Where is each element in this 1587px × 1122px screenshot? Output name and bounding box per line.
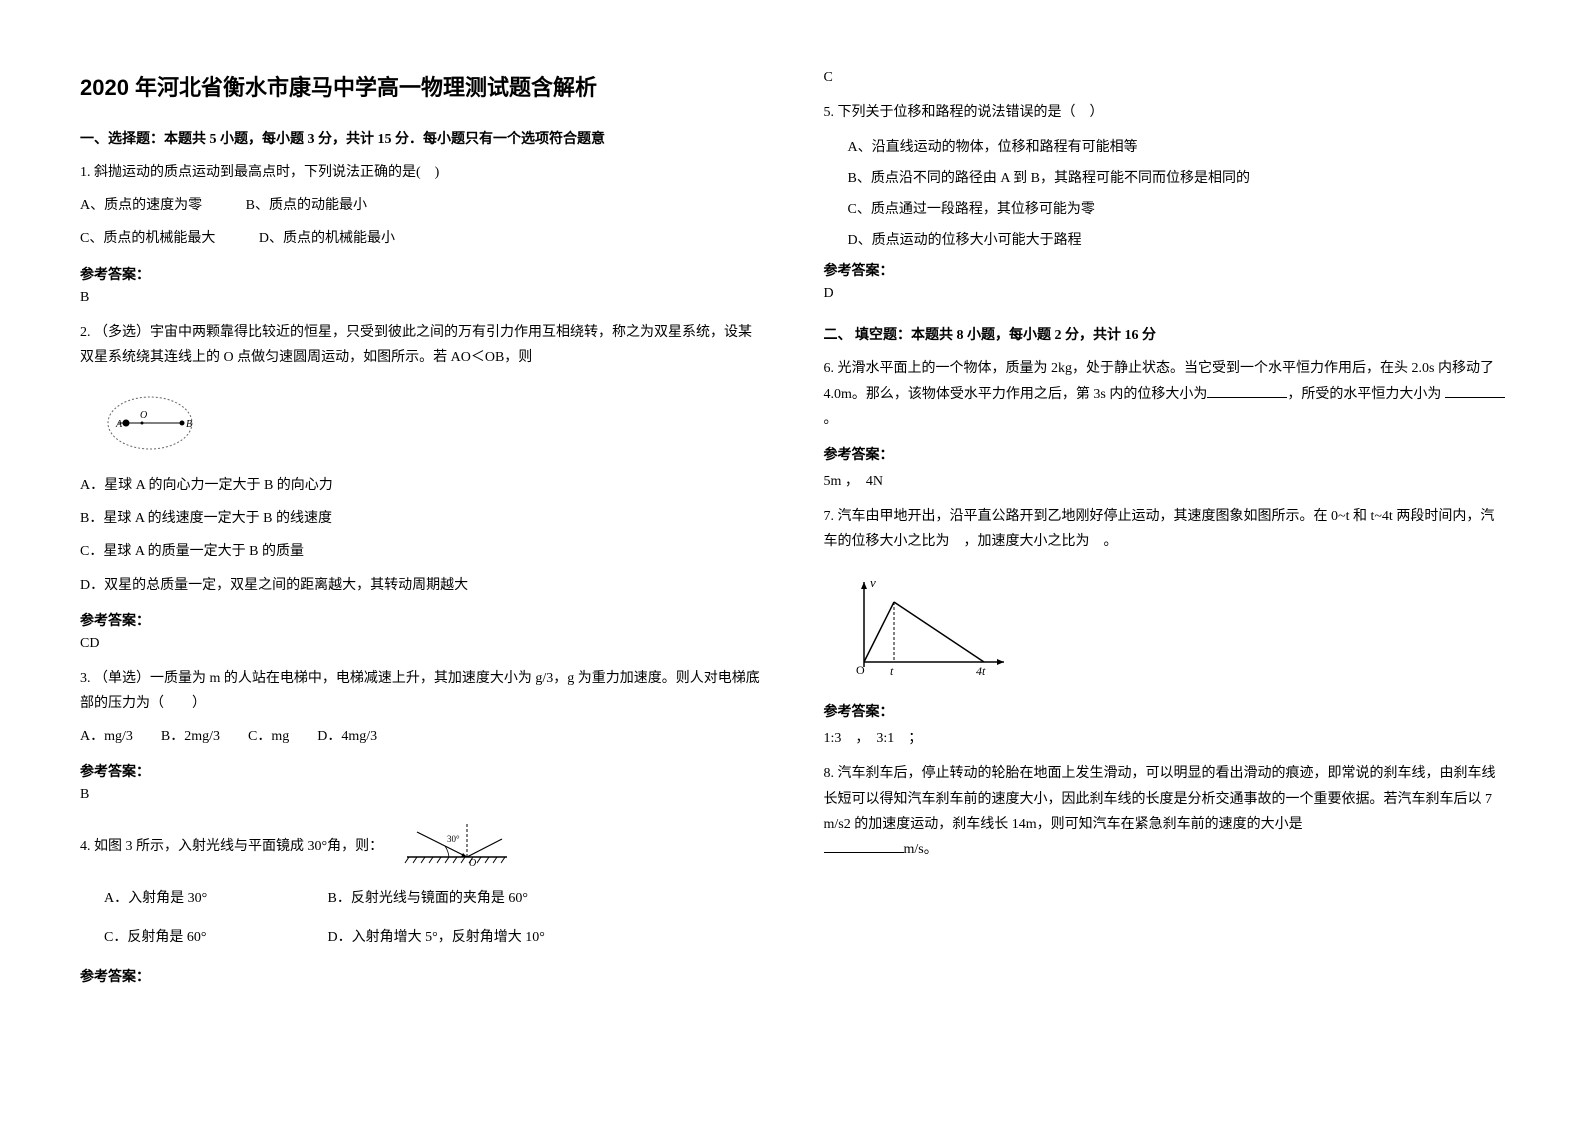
q2-optB: B．星球 A 的线速度一定大于 B 的线速度: [80, 506, 764, 531]
q5-optC: C、质点通过一段路程，其位移可能为零: [848, 195, 1508, 226]
q3-answer-label: 参考答案：: [80, 761, 764, 781]
q4-optD: D．入射角增大 5°，反射角增大 10°: [328, 923, 545, 954]
q6-text: 6. 光滑水平面上的一个物体，质量为 2kg，处于静止状态。当它受到一个水平恒力…: [824, 356, 1508, 432]
q5-optB: B、质点沿不同的路径由 A 到 B，其路程可能不同而位移是相同的: [848, 164, 1508, 195]
q1-optD: D、质点的机械能最小: [259, 226, 395, 251]
q5-answer-label: 参考答案：: [824, 260, 1508, 280]
vt-O: O: [856, 663, 865, 677]
q7-answer: 1:3 ， 3:1 ；: [824, 727, 1508, 747]
q2-optA: A．星球 A 的向心力一定大于 B 的向心力: [80, 473, 764, 498]
q5-optA: A、沿直线运动的物体，位移和路程有可能相等: [848, 133, 1508, 164]
diagram-label-B: B: [186, 419, 192, 430]
section1-header: 一、选择题：本题共 5 小题，每小题 3 分，共计 15 分．每小题只有一个选项…: [80, 128, 764, 148]
q2-optD: D．双星的总质量一定，双星之间的距离越大，其转动周期越大: [80, 573, 764, 598]
q5-text: 5. 下列关于位移和路程的说法错误的是（ ）: [824, 100, 1508, 125]
q8-text2: m/s。: [904, 842, 938, 857]
q2-answer: CD: [80, 636, 764, 652]
q4-optB: B．反射光线与镜面的夹角是 60°: [328, 884, 528, 915]
q4-text-span: 4. 如图 3 所示，入射光线与平面镜成 30°角，则：: [80, 839, 383, 854]
q6-blank2: [1445, 384, 1505, 398]
q7-answer-label: 参考答案：: [824, 701, 1508, 721]
q5-answer: D: [824, 286, 1508, 302]
q1-row2: C、质点的机械能最大 D、质点的机械能最小: [80, 226, 764, 251]
q6-blank1: [1207, 384, 1287, 398]
q4-row2: C．反射角是 60° D．入射角增大 5°，反射角增大 10°: [80, 923, 764, 954]
vt-4t: 4t: [976, 664, 986, 678]
vt-t: t: [890, 664, 894, 678]
q4-answer-label: 参考答案：: [80, 966, 764, 986]
q1-answer: B: [80, 290, 764, 306]
velocity-diagram: v O t 4t: [844, 572, 1508, 687]
section2-header: 二、 填空题：本题共 8 小题，每小题 2 分，共计 16 分: [824, 324, 1508, 344]
q3-text: 3. （单选）一质量为 m 的人站在电梯中，电梯减速上升，其加速度大小为 g/3…: [80, 666, 764, 716]
q6-text2: ，所受的水平恒力大小为: [1287, 387, 1445, 402]
mirror-O-label: O: [469, 858, 476, 867]
q4-optA: A．入射角是 30°: [104, 884, 284, 915]
q5-optD: D、质点运动的位移大小可能大于路程: [848, 226, 1508, 257]
q1-answer-label: 参考答案：: [80, 264, 764, 284]
q6-text3: 。: [824, 412, 838, 427]
q1-optB: B、质点的动能最小: [246, 193, 367, 218]
q1-optA: A、质点的速度为零: [80, 193, 202, 218]
q2-text: 2. （多选）宇宙中两颗靠得比较近的恒星，只受到彼此之间的万有引力作用互相绕转，…: [80, 320, 764, 370]
q4-optC: C．反射角是 60°: [104, 923, 284, 954]
q6-answer-label: 参考答案：: [824, 444, 1508, 464]
q2-answer-label: 参考答案：: [80, 610, 764, 630]
vt-ylabel: v: [870, 575, 876, 590]
q1-optC: C、质点的机械能最大: [80, 226, 215, 251]
binary-star-diagram: A O B: [100, 388, 764, 463]
mirror-diagram: 30° O: [397, 817, 517, 876]
q8-blank: [824, 839, 904, 853]
left-column: 2020 年河北省衡水市康马中学高一物理测试题含解析 一、选择题：本题共 5 小…: [80, 70, 764, 1052]
q7-text: 7. 汽车由甲地开出，沿平直公路开到乙地刚好停止运动，其速度图象如图所示。在 0…: [824, 504, 1508, 554]
right-column: C 5. 下列关于位移和路程的说法错误的是（ ） A、沿直线运动的物体，位移和路…: [824, 70, 1508, 1052]
q5-options: A、沿直线运动的物体，位移和路程有可能相等 B、质点沿不同的路径由 A 到 B，…: [824, 133, 1508, 256]
q4-text: 4. 如图 3 所示，入射光线与平面镜成 30°角，则：: [80, 817, 764, 876]
q8-text1: 8. 汽车刹车后，停止转动的轮胎在地面上发生滑动，可以明显的看出滑动的痕迹，即常…: [824, 766, 1496, 831]
mirror-angle-label: 30°: [447, 834, 460, 844]
q3-answer: B: [80, 787, 764, 803]
q2-optC: C．星球 A 的质量一定大于 B 的质量: [80, 539, 764, 564]
diagram-label-A: A: [115, 419, 123, 430]
q4-row1: A．入射角是 30° B．反射光线与镜面的夹角是 60°: [80, 884, 764, 915]
q3-opts: A．mg/3 B．2mg/3 C．mg D．4mg/3: [80, 724, 764, 749]
diagram-label-O: O: [140, 410, 147, 421]
q1-text: 1. 斜抛运动的质点运动到最高点时，下列说法正确的是( ): [80, 160, 764, 185]
q8-text: 8. 汽车刹车后，停止转动的轮胎在地面上发生滑动，可以明显的看出滑动的痕迹，即常…: [824, 761, 1508, 862]
q1-row1: A、质点的速度为零 B、质点的动能最小: [80, 193, 764, 218]
q6-answer: 5m ， 4N: [824, 470, 1508, 490]
q4-answer: C: [824, 70, 1508, 86]
page-title: 2020 年河北省衡水市康马中学高一物理测试题含解析: [80, 70, 764, 102]
